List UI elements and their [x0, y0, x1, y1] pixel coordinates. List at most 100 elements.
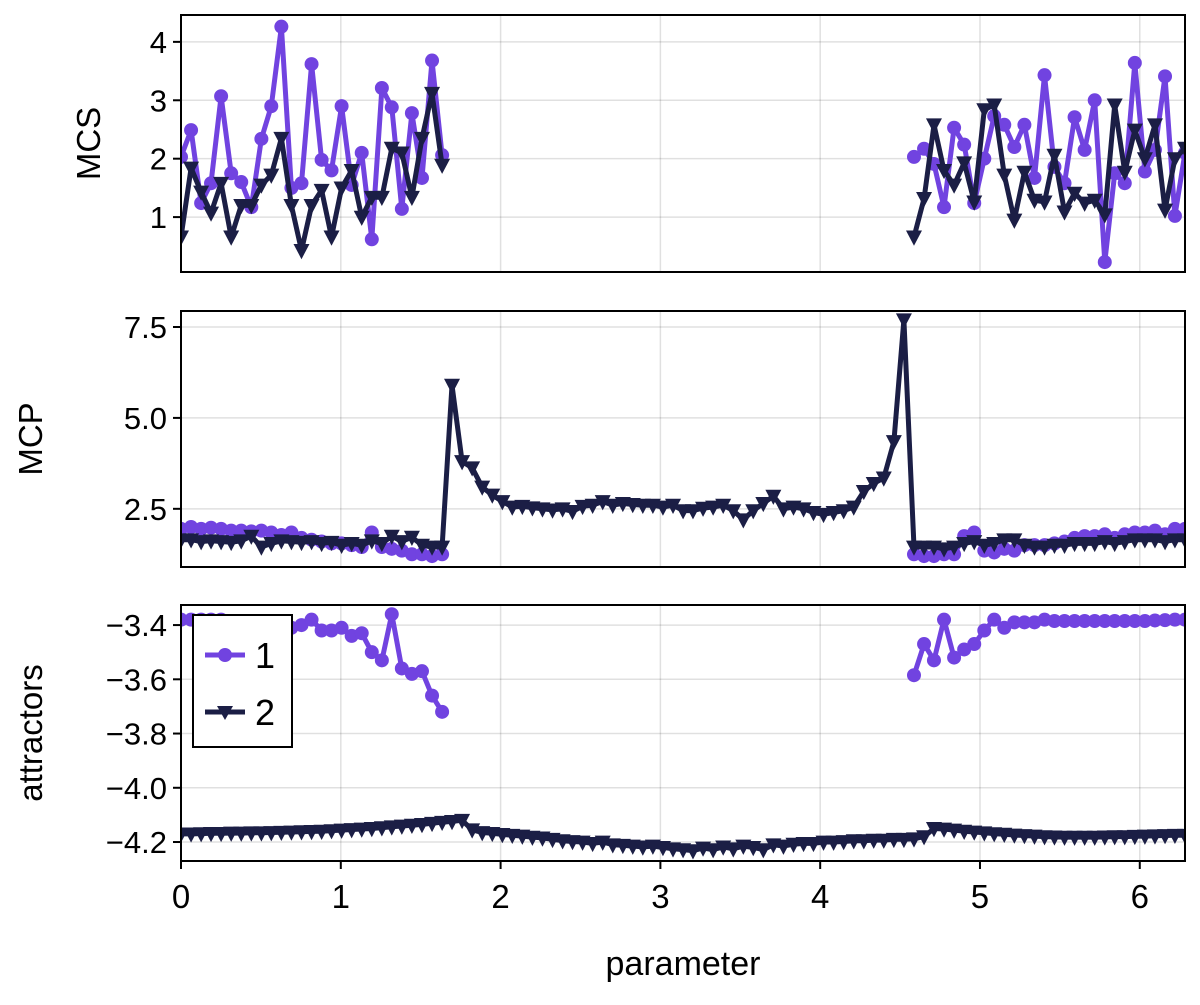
data-point [1106, 536, 1123, 553]
y-tick-label: −3.6 [106, 662, 167, 697]
data-point [203, 206, 220, 222]
data-point [875, 471, 892, 487]
data-point [273, 131, 290, 148]
data-point [264, 99, 279, 114]
data-point [1107, 614, 1122, 628]
data-point [917, 549, 932, 564]
data-point [1086, 830, 1103, 846]
data-point [906, 668, 921, 683]
data-point [303, 825, 320, 841]
data-point [274, 19, 289, 34]
data-point [1007, 140, 1022, 155]
data-point [383, 820, 400, 836]
data-point [735, 513, 752, 529]
data-point [634, 498, 651, 514]
data-point [404, 106, 419, 121]
data-point [705, 500, 722, 516]
data-point [1157, 535, 1174, 551]
data-point [234, 523, 249, 538]
data-point [936, 542, 953, 558]
data-point [1057, 614, 1072, 628]
data-point [946, 178, 963, 194]
data-point [434, 540, 451, 556]
data-point [293, 825, 310, 841]
data-point [947, 120, 962, 135]
data-point [233, 534, 250, 550]
data-point [1066, 830, 1083, 846]
data-point [1077, 614, 1092, 628]
data-point [1036, 540, 1053, 556]
legend-circle-marker [218, 648, 232, 662]
data-point [435, 704, 450, 719]
data-point [725, 504, 742, 520]
data-point [1146, 118, 1163, 134]
panel-3: −4.2 −4.0 −3.8 −3.6 −3.4 attractors [12, 604, 1186, 862]
data-point [373, 536, 390, 553]
panel-frame [180, 604, 1186, 862]
data-point [1036, 195, 1053, 211]
data-point [1037, 68, 1052, 83]
data-point [996, 168, 1013, 184]
data-point [946, 540, 963, 556]
data-point [654, 500, 671, 516]
data-point [1046, 148, 1063, 164]
data-point [584, 498, 601, 514]
data-point [403, 818, 420, 835]
data-point [705, 843, 722, 859]
data-point [855, 484, 872, 501]
data-point [574, 499, 591, 516]
data-point [403, 530, 420, 546]
data-point [966, 195, 983, 211]
data-point [263, 168, 280, 184]
data-point [835, 835, 852, 851]
y-tick-label: −4.2 [106, 825, 167, 860]
data-point [1067, 614, 1082, 628]
data-point [956, 156, 973, 172]
data-point [1136, 829, 1153, 845]
data-point [865, 476, 882, 493]
legend-entry-1: 1 [205, 635, 275, 676]
data-point [273, 825, 290, 842]
y-tick-label: 4 [150, 25, 167, 60]
data-point [905, 540, 922, 556]
panel-frame [180, 310, 1186, 568]
data-point [986, 98, 1003, 114]
data-point [1086, 536, 1103, 553]
legend-box [192, 614, 293, 748]
data-point [374, 653, 389, 668]
data-point [474, 480, 491, 496]
data-point [224, 523, 239, 538]
series-1 [181, 607, 1185, 719]
data-point [413, 131, 430, 148]
data-point [334, 99, 349, 114]
data-point [353, 538, 370, 554]
data-point [845, 500, 862, 516]
data-point [745, 504, 762, 520]
data-point [845, 834, 862, 850]
data-point [223, 535, 240, 552]
data-point [917, 141, 932, 156]
data-point [313, 183, 330, 200]
data-point [957, 137, 972, 152]
data-point [1117, 176, 1132, 191]
data-point [835, 504, 852, 520]
data-point [1157, 829, 1174, 845]
data-point [504, 500, 521, 516]
data-point [333, 823, 350, 839]
data-point [424, 86, 441, 103]
y-tick-label: 1 [150, 200, 167, 235]
data-point [1016, 165, 1033, 181]
series-2 [181, 813, 1185, 860]
legend-label: 2 [255, 692, 275, 733]
data-point [304, 612, 319, 627]
data-point [1096, 830, 1113, 846]
data-point [665, 498, 682, 514]
data-point [684, 844, 701, 860]
data-point [373, 190, 390, 207]
data-point [1157, 203, 1174, 219]
data-point [1096, 208, 1113, 224]
data-point [1106, 830, 1123, 846]
data-point [384, 100, 399, 115]
x-tick-label: 6 [1131, 878, 1149, 915]
data-point [1097, 255, 1112, 270]
